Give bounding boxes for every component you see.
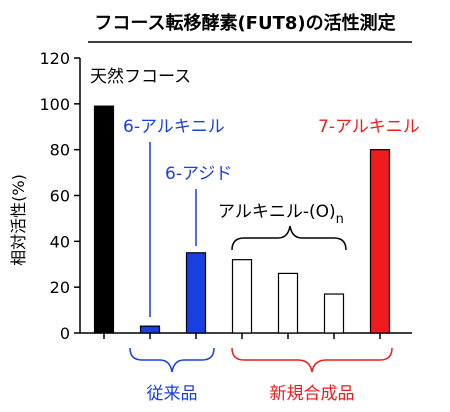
- brace-existing: [129, 347, 215, 373]
- chart-title: フコース転移酵素(FUT8)の活性測定: [94, 12, 395, 34]
- y-tick-label: 60: [50, 187, 70, 206]
- y-axis-label: 相対活性(%): [9, 174, 28, 266]
- bar-3: [185, 252, 207, 334]
- bar-7: [369, 149, 391, 334]
- label-alkynyl-on-main: アルキニル-(O): [218, 202, 336, 222]
- label-alkynyl-on-sub: n: [336, 212, 344, 227]
- y-tick-label: 40: [50, 232, 70, 251]
- brace-new: [231, 347, 393, 373]
- bar-4: [231, 259, 253, 334]
- label-new-products: 新規合成品: [270, 384, 355, 404]
- brace-alkynyl-on: [231, 225, 347, 251]
- y-tick-label: 20: [50, 278, 70, 297]
- label-natural-fucose: 天然フコース: [90, 67, 191, 87]
- bar-5: [277, 272, 299, 334]
- y-ticks: 0 20 40 60 80 100 120: [39, 49, 80, 343]
- y-tick-label: 100: [39, 95, 70, 114]
- bar-2: [139, 325, 161, 334]
- label-6-azide: 6-アジド: [165, 164, 232, 184]
- bar-6: [323, 293, 345, 334]
- bar-1: [93, 105, 115, 334]
- label-6-alkynyl: 6-アルキニル: [123, 117, 225, 137]
- label-existing-products: 従来品: [147, 384, 198, 404]
- label-alkynyl-on: アルキニル-(O)n: [218, 202, 344, 227]
- y-tick-label: 120: [39, 49, 70, 68]
- bars: [93, 105, 391, 339]
- y-tick-label: 0: [60, 324, 70, 343]
- y-tick-label: 80: [50, 141, 70, 160]
- label-7-alkynyl: 7-アルキニル: [318, 117, 420, 137]
